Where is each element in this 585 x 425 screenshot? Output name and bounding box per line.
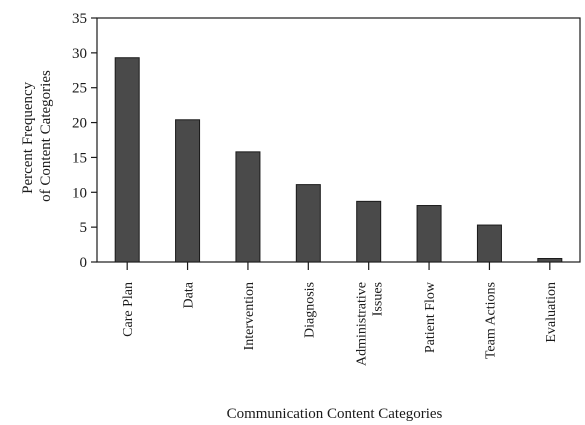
x-tick-label: Team Actions <box>483 282 498 359</box>
x-tick-label-line: Care Plan <box>121 282 136 337</box>
bar <box>235 151 261 263</box>
x-tick-label: Intervention <box>242 282 257 350</box>
y-tick-label: 10 <box>72 185 87 201</box>
x-tick-label-line: Administrative <box>355 282 370 366</box>
bar <box>295 184 321 263</box>
x-tick-label: Evaluation <box>544 282 559 343</box>
x-tick-label: Diagnosis <box>302 282 317 338</box>
x-tick-label-line: Intervention <box>242 282 257 350</box>
bar <box>356 200 382 263</box>
bar <box>476 224 502 263</box>
bars-group <box>114 57 563 263</box>
x-tick-label: Administrative Issues <box>355 282 386 366</box>
x-tick-label-line: Diagnosis <box>302 282 317 338</box>
y-tick-label: 30 <box>72 46 87 62</box>
y-tick-label: 0 <box>80 255 88 271</box>
x-tick-label: Data <box>182 281 197 308</box>
y-tick-label: 20 <box>72 116 87 132</box>
x-tick-label-line: Patient Flow <box>423 281 438 353</box>
bar <box>114 57 140 263</box>
x-tick-label-line: Evaluation <box>544 282 559 343</box>
x-axis-title: Communication Content Categories <box>227 406 443 422</box>
y-axis-title-line-1: Percent Frequency <box>20 81 36 194</box>
x-axis: Care Plan Data Intervention Diagnosis Admini… <box>121 262 559 366</box>
x-tick-label-line: Data <box>182 281 197 308</box>
x-tick-label: Patient Flow <box>423 281 438 353</box>
bar <box>537 258 563 263</box>
bar <box>175 119 201 263</box>
x-tick-label: Care Plan <box>121 282 136 337</box>
x-tick-label-line: Team Actions <box>483 282 498 359</box>
plot-frame <box>96 17 581 263</box>
y-axis-title: Percent Frequency of Content Categories <box>20 70 54 202</box>
bar <box>416 205 442 263</box>
y-tick-label: 15 <box>72 150 87 166</box>
x-tick-label-line: Issues <box>371 282 386 316</box>
y-tick-label: 5 <box>80 220 88 236</box>
plot-area-border <box>96 17 581 263</box>
y-tick-label: 25 <box>72 81 87 97</box>
y-axis: 0 5 10 15 20 25 30 35 <box>72 11 97 271</box>
y-axis-title-line-2: of Content Categories <box>38 70 54 202</box>
y-tick-label: 35 <box>72 11 87 27</box>
